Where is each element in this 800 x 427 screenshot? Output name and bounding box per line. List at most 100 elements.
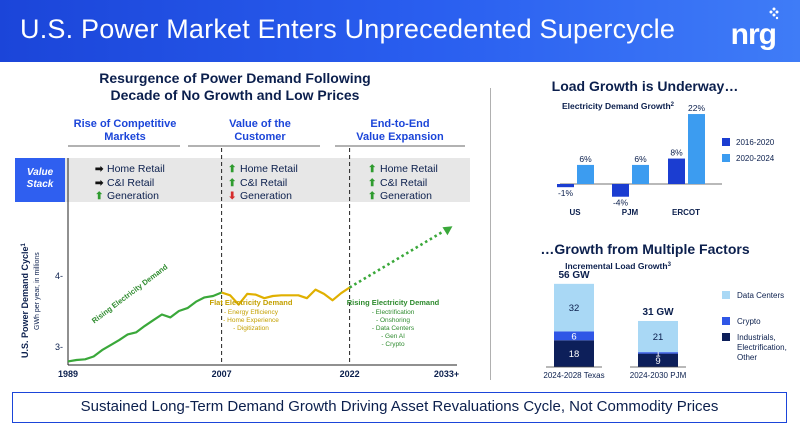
rising-item: - Data Centers bbox=[371, 325, 415, 332]
bar-data-label: 6% bbox=[579, 154, 592, 164]
list-item: ⬆ C&I Retail bbox=[228, 177, 298, 191]
arrow-up-icon: ⬆ bbox=[368, 191, 377, 202]
x-tick-label: 1989 bbox=[58, 369, 78, 379]
item-label: Home Retail bbox=[107, 163, 165, 175]
item-label: C&I Retail bbox=[240, 176, 288, 189]
flat-item: - Home Experience bbox=[223, 317, 279, 324]
value-stack-band bbox=[15, 158, 470, 202]
stack-chart-title-footnote: 3 bbox=[668, 262, 672, 268]
y-tick-label: 4- bbox=[55, 271, 63, 281]
stack-chart-title: Incremental Load Growth3 bbox=[565, 261, 672, 271]
demand-series-line-3 bbox=[348, 230, 445, 289]
left-title-line2: Decade of No Growth and Low Prices bbox=[110, 87, 360, 103]
bar-data-label: 6% bbox=[634, 154, 647, 164]
column-head-1: Rise of Competitive Markets bbox=[70, 118, 180, 144]
stack-segment bbox=[554, 340, 594, 367]
column-head-3-line1: End-to-End bbox=[370, 118, 430, 130]
flat-item: - Digitization bbox=[233, 325, 269, 332]
list-item: ⬆ C&I Retail bbox=[368, 177, 438, 191]
stack-value-label: 9 bbox=[655, 356, 660, 367]
bar-ercot-2020-2024 bbox=[688, 114, 705, 184]
y-axis-label-footnote: 1 bbox=[21, 242, 27, 246]
arrow-right-icon: ➡ bbox=[95, 164, 104, 175]
legend-swatch bbox=[722, 138, 730, 146]
power-demand-line-chart: 3- 4- 1989 2007 2022 2033+ U.S. Power Demand C… bbox=[20, 148, 459, 379]
logo-dots-icon bbox=[769, 7, 779, 20]
bar-data-label: 22% bbox=[688, 103, 705, 113]
column-1-items: ➡ Home Retail ➡ C&I Retail ⬆ Generation bbox=[95, 163, 165, 204]
stack-value-label: 21 bbox=[653, 332, 664, 343]
x-tick-label: 2007 bbox=[212, 369, 232, 379]
item-label: Generation bbox=[107, 190, 159, 202]
stack-segment bbox=[554, 283, 594, 332]
rising-item: - Electrification bbox=[371, 309, 415, 316]
value-stack-label: Value Stack bbox=[15, 158, 65, 202]
item-label: Home Retail bbox=[380, 163, 438, 175]
item-label: Home Retail bbox=[240, 163, 298, 175]
bar-pjm-2020-2024 bbox=[632, 164, 649, 184]
list-item: ⬇ Generation bbox=[228, 190, 298, 204]
legend-label: Data Centers bbox=[737, 291, 784, 300]
column-3-items: ⬆ Home Retail ⬆ C&I Retail ⬆ Generation bbox=[368, 163, 438, 204]
rising-demand-title: Rising Electricity Demand bbox=[346, 298, 440, 307]
legend-swatch bbox=[722, 317, 730, 325]
left-title-line1: Resurgence of Power Demand Following bbox=[99, 70, 371, 86]
legend-label: Crypto bbox=[737, 317, 761, 326]
bar-ercot-2016-2020 bbox=[668, 158, 685, 184]
stack-value-label: 18 bbox=[569, 349, 580, 360]
stack-category-label: 2024-2030 PJM bbox=[630, 371, 687, 380]
stack-total-label: 56 GW bbox=[558, 270, 590, 281]
stack-segment bbox=[554, 331, 594, 341]
item-label: C&I Retail bbox=[380, 176, 428, 189]
stack-total-label: 31 GW bbox=[642, 307, 674, 318]
list-item: ➡ C&I Retail bbox=[95, 177, 165, 191]
demand-series-line-2 bbox=[221, 286, 351, 306]
load-growth-title: Load Growth is Underway… bbox=[551, 78, 739, 94]
y-tick-label: 3- bbox=[55, 342, 63, 352]
arrow-down-icon: ⬇ bbox=[228, 191, 237, 202]
bar-chart-title: Electricity Demand Growth2 bbox=[562, 101, 675, 111]
arrow-right-icon: ➡ bbox=[95, 177, 104, 189]
stack-segment bbox=[638, 352, 678, 354]
list-item: ⬆ Home Retail bbox=[228, 163, 298, 177]
flat-demand-items: - Energy Efficiency - Home Experience - … bbox=[196, 309, 306, 333]
bar-data-label: 8% bbox=[670, 148, 683, 158]
bar-us-2020-2024 bbox=[577, 164, 594, 184]
x-tick-label: 2022 bbox=[340, 369, 360, 379]
legend-label: 2016-2020 bbox=[736, 138, 775, 147]
projection-arrowhead-icon bbox=[442, 226, 453, 236]
column-head-2-line2: Customer bbox=[234, 131, 286, 143]
legend-label: 2020-2024 bbox=[736, 154, 775, 163]
bar-pjm-2016-2020 bbox=[612, 184, 629, 197]
arrow-up-icon: ⬆ bbox=[95, 191, 104, 202]
list-item: ➡ Home Retail bbox=[95, 163, 165, 177]
item-label: C&I Retail bbox=[107, 176, 155, 189]
arrow-up-icon: ⬆ bbox=[368, 164, 377, 175]
rising-item: - Onshoring bbox=[376, 317, 410, 324]
stack-segment bbox=[638, 353, 678, 367]
flat-item: - Energy Efficiency bbox=[223, 309, 279, 316]
incremental-load-stacked-chart: Incremental Load Growth3 18 6 32 56 GW 2024-2… bbox=[543, 261, 787, 380]
bar-category-label: PJM bbox=[622, 208, 639, 217]
stack-segment bbox=[638, 320, 678, 353]
item-label: Generation bbox=[380, 190, 432, 202]
value-stack-line1: Value bbox=[26, 167, 54, 178]
stack-value-label: 6 bbox=[571, 331, 576, 342]
bar-data-label: -4% bbox=[613, 198, 629, 208]
bar-category-label: ERCOT bbox=[672, 208, 700, 217]
legend-label: Other bbox=[737, 353, 757, 362]
rising-demand-items: - Electrification - Onshoring - Data Cen… bbox=[333, 309, 453, 349]
rising-item: - Gen AI bbox=[381, 333, 405, 340]
value-stack-line2: Stack bbox=[26, 179, 54, 190]
demand-growth-bar-chart: Electricity Demand Growth2 -1% 6% US -4% 6% PJ… bbox=[557, 101, 775, 217]
legend-swatch bbox=[722, 291, 730, 299]
header-banner: U.S. Power Market Enters Unprecedented S… bbox=[0, 0, 800, 62]
list-item: ⬆ Generation bbox=[95, 190, 165, 204]
legend-swatch bbox=[722, 333, 730, 341]
column-head-3-line2: Value Expansion bbox=[356, 131, 444, 143]
demand-series-line-1 bbox=[67, 291, 223, 363]
panel-divider bbox=[490, 88, 491, 380]
bar-category-label: US bbox=[569, 208, 581, 217]
column-head-1-line2: Markets bbox=[104, 131, 146, 143]
legend-label: Electrification, bbox=[737, 343, 787, 352]
